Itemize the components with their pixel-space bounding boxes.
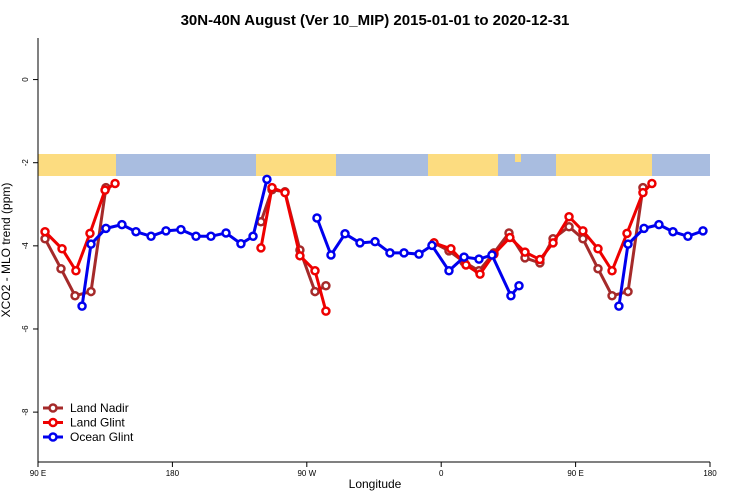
point <box>535 254 545 265</box>
point <box>622 228 632 239</box>
point <box>698 226 708 236</box>
point <box>206 231 216 242</box>
point <box>71 266 81 276</box>
point <box>474 254 484 264</box>
legend-marker <box>48 432 58 442</box>
point <box>461 260 471 270</box>
point <box>475 269 485 279</box>
point <box>578 226 588 236</box>
point <box>607 266 617 276</box>
point <box>564 211 574 222</box>
point <box>340 229 350 239</box>
point <box>593 263 603 274</box>
legend-marker <box>48 403 58 413</box>
y-tick-label: -2 <box>21 159 30 167</box>
y-tick-label: -6 <box>21 325 30 333</box>
point <box>100 185 110 195</box>
point <box>683 231 693 242</box>
point <box>520 247 530 257</box>
point <box>326 250 336 260</box>
series-line <box>43 182 653 312</box>
point <box>370 236 380 247</box>
y-tick-label: -4 <box>21 242 30 250</box>
x-tick-label: 90 E <box>567 469 583 478</box>
x-tick-label: 90 E <box>30 469 46 478</box>
map-strip <box>38 154 710 176</box>
point <box>248 231 258 242</box>
point <box>414 249 424 259</box>
point <box>514 280 524 291</box>
point <box>505 232 515 243</box>
point <box>262 174 272 185</box>
x-axis-label: Longitude <box>349 477 402 491</box>
point <box>117 219 127 230</box>
point <box>564 221 574 232</box>
chart-title: 30N-40N August (Ver 10_MIP) 2015-01-01 t… <box>181 12 570 29</box>
point <box>593 244 603 254</box>
point <box>191 231 201 242</box>
point <box>321 306 331 316</box>
point <box>280 187 290 198</box>
x-tick-label: 90 W <box>297 469 316 478</box>
point <box>110 178 120 189</box>
point <box>146 231 156 242</box>
point <box>310 286 320 297</box>
point <box>385 248 395 258</box>
point <box>86 239 96 249</box>
y-tick-label: 0 <box>21 77 30 82</box>
point <box>101 223 111 234</box>
point <box>267 182 277 193</box>
point <box>295 251 305 261</box>
x-tick-label: 180 <box>166 469 180 478</box>
point <box>161 226 171 236</box>
point <box>446 244 456 254</box>
point <box>578 234 588 244</box>
legend-label: Ocean Glint <box>70 430 134 444</box>
point <box>487 250 497 260</box>
point <box>176 224 186 235</box>
point <box>459 252 469 262</box>
point <box>321 280 331 291</box>
point <box>506 290 516 301</box>
point <box>444 266 454 276</box>
point <box>668 226 678 237</box>
point <box>77 301 87 311</box>
point <box>85 228 95 239</box>
point <box>614 301 624 311</box>
series-line <box>80 178 704 307</box>
point <box>57 244 67 254</box>
point <box>548 238 558 248</box>
point <box>647 178 657 189</box>
point <box>654 219 664 230</box>
y-axis-label: XCO2 - MLO trend (ppm) <box>0 183 13 318</box>
point <box>40 226 50 237</box>
legend-label: Land Glint <box>70 416 125 430</box>
x-tick-label: 0 <box>439 469 444 478</box>
point <box>310 266 320 276</box>
point <box>256 243 266 253</box>
point <box>639 223 649 234</box>
point <box>131 226 141 237</box>
point <box>221 228 231 238</box>
legend-marker <box>48 417 58 428</box>
point <box>70 290 80 301</box>
point <box>623 239 633 249</box>
point <box>607 290 617 301</box>
point <box>355 238 365 248</box>
y-tick-label: -8 <box>21 408 30 416</box>
point <box>638 187 648 198</box>
point <box>427 240 437 251</box>
point <box>86 286 96 297</box>
point <box>399 248 409 258</box>
point <box>56 263 66 274</box>
point <box>312 213 322 223</box>
point <box>236 239 246 249</box>
point <box>623 286 633 297</box>
legend-label: Land Nadir <box>70 401 129 415</box>
x-tick-label: 180 <box>703 469 717 478</box>
